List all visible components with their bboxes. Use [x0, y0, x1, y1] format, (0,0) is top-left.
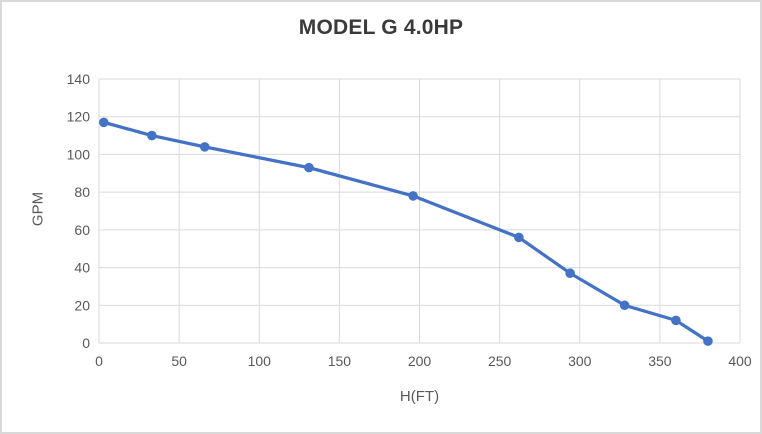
y-tick-label: 20 [74, 297, 90, 313]
x-tick-label: 300 [568, 353, 592, 369]
data-point-marker [514, 232, 524, 243]
y-tick-label: 40 [74, 260, 90, 276]
x-tick-label: 350 [648, 353, 672, 369]
y-tick-label: 100 [67, 146, 91, 162]
y-tick-label: 60 [74, 222, 90, 238]
chart-title: MODEL G 4.0HP [298, 16, 464, 39]
x-tick-label: 100 [248, 353, 272, 369]
data-point-marker [565, 268, 575, 279]
series-line [102, 120, 710, 343]
x-tick-label: 50 [171, 353, 187, 369]
x-tick-label: 250 [488, 353, 512, 369]
data-point-marker [199, 142, 210, 152]
data-point-marker [99, 117, 109, 128]
data-point-marker [408, 191, 418, 201]
x-axis-title: H(FT) [399, 388, 440, 405]
data-point-marker [147, 130, 157, 141]
data-point-marker [671, 315, 681, 326]
y-tick-label: 0 [82, 335, 90, 351]
y-tick-label: 80 [74, 184, 90, 200]
data-point-marker [703, 336, 713, 346]
x-tick-label: 200 [408, 353, 432, 369]
x-tick-label: 150 [328, 353, 352, 369]
y-tick-label: 140 [67, 71, 91, 87]
data-point-marker [619, 300, 630, 311]
data-point-marker [304, 162, 314, 173]
y-tick-label: 120 [67, 109, 91, 125]
x-tick-label: 0 [95, 353, 103, 369]
x-tick-label: 400 [728, 353, 752, 369]
